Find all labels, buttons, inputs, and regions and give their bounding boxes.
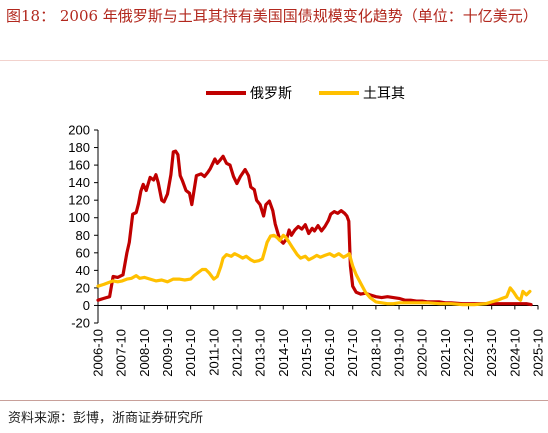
x-tick-label: 2011-10 bbox=[206, 329, 221, 376]
legend-label-1: 土耳其 bbox=[363, 86, 405, 102]
source-note: 资料来源：彭博，浙商证券研究所 bbox=[8, 411, 204, 426]
series-line-0 bbox=[96, 149, 533, 307]
title-divider bbox=[0, 60, 548, 61]
x-tick-label: 2021-10 bbox=[438, 329, 453, 377]
legend-label-0: 俄罗斯 bbox=[250, 86, 292, 102]
y-tick-label: 0 bbox=[83, 298, 90, 313]
chart-legend: 俄罗斯 土耳其 bbox=[206, 86, 405, 102]
y-tick-label: 120 bbox=[68, 193, 90, 208]
y-tick-label: 100 bbox=[68, 210, 90, 225]
x-tick-label: 2013-10 bbox=[253, 329, 268, 377]
x-tick-label: 2020-10 bbox=[415, 329, 430, 377]
x-tick-label: 2008-10 bbox=[137, 329, 152, 377]
x-tick-label: 2016-10 bbox=[322, 329, 337, 377]
x-tick-label: 2007-10 bbox=[114, 329, 129, 377]
x-tick-label: 2014-10 bbox=[276, 329, 291, 377]
figure-title: 图18： 2006 年俄罗斯与土耳其持有美国国债规模变化趋势（单位：十亿美元） bbox=[6, 7, 538, 25]
x-tick-label: 2024-10 bbox=[507, 329, 522, 377]
x-tick-label: 2019-10 bbox=[392, 329, 407, 377]
y-tick-label: 180 bbox=[68, 140, 90, 155]
x-tick-label: 2015-10 bbox=[299, 329, 314, 377]
x-tick-label: 2022-10 bbox=[461, 329, 476, 377]
y-tick-label: 160 bbox=[68, 158, 90, 173]
x-tick-label: 2017-10 bbox=[345, 329, 360, 377]
x-tick-label: 2012-10 bbox=[229, 329, 244, 377]
y-tick-label: -20 bbox=[71, 316, 90, 331]
line-chart: 俄罗斯 土耳其 -20 0 20 40 60 80 100 120 140 160 180 200 200… bbox=[68, 86, 545, 377]
source-divider bbox=[0, 400, 548, 401]
y-tick-label: 200 bbox=[68, 123, 90, 138]
chart-axes: -20 0 20 40 60 80 100 120 140 160 180 200 2006-10 200… bbox=[68, 123, 545, 377]
y-tick-label: 80 bbox=[76, 228, 90, 243]
y-tick-label: 60 bbox=[76, 245, 90, 260]
chart-series bbox=[96, 149, 533, 307]
y-tick-label: 20 bbox=[76, 280, 90, 295]
x-tick-label: 2025-10 bbox=[531, 329, 546, 377]
x-tick-label: 2023-10 bbox=[484, 329, 499, 377]
y-tick-label: 140 bbox=[68, 175, 90, 190]
x-tick-label: 2018-10 bbox=[368, 329, 383, 377]
series-line-1 bbox=[96, 233, 532, 307]
x-tick-label: 2009-10 bbox=[160, 329, 175, 377]
x-tick-label: 2010-10 bbox=[183, 329, 198, 377]
y-tick-label: 40 bbox=[76, 263, 90, 278]
x-tick-label: 2006-10 bbox=[91, 329, 106, 377]
